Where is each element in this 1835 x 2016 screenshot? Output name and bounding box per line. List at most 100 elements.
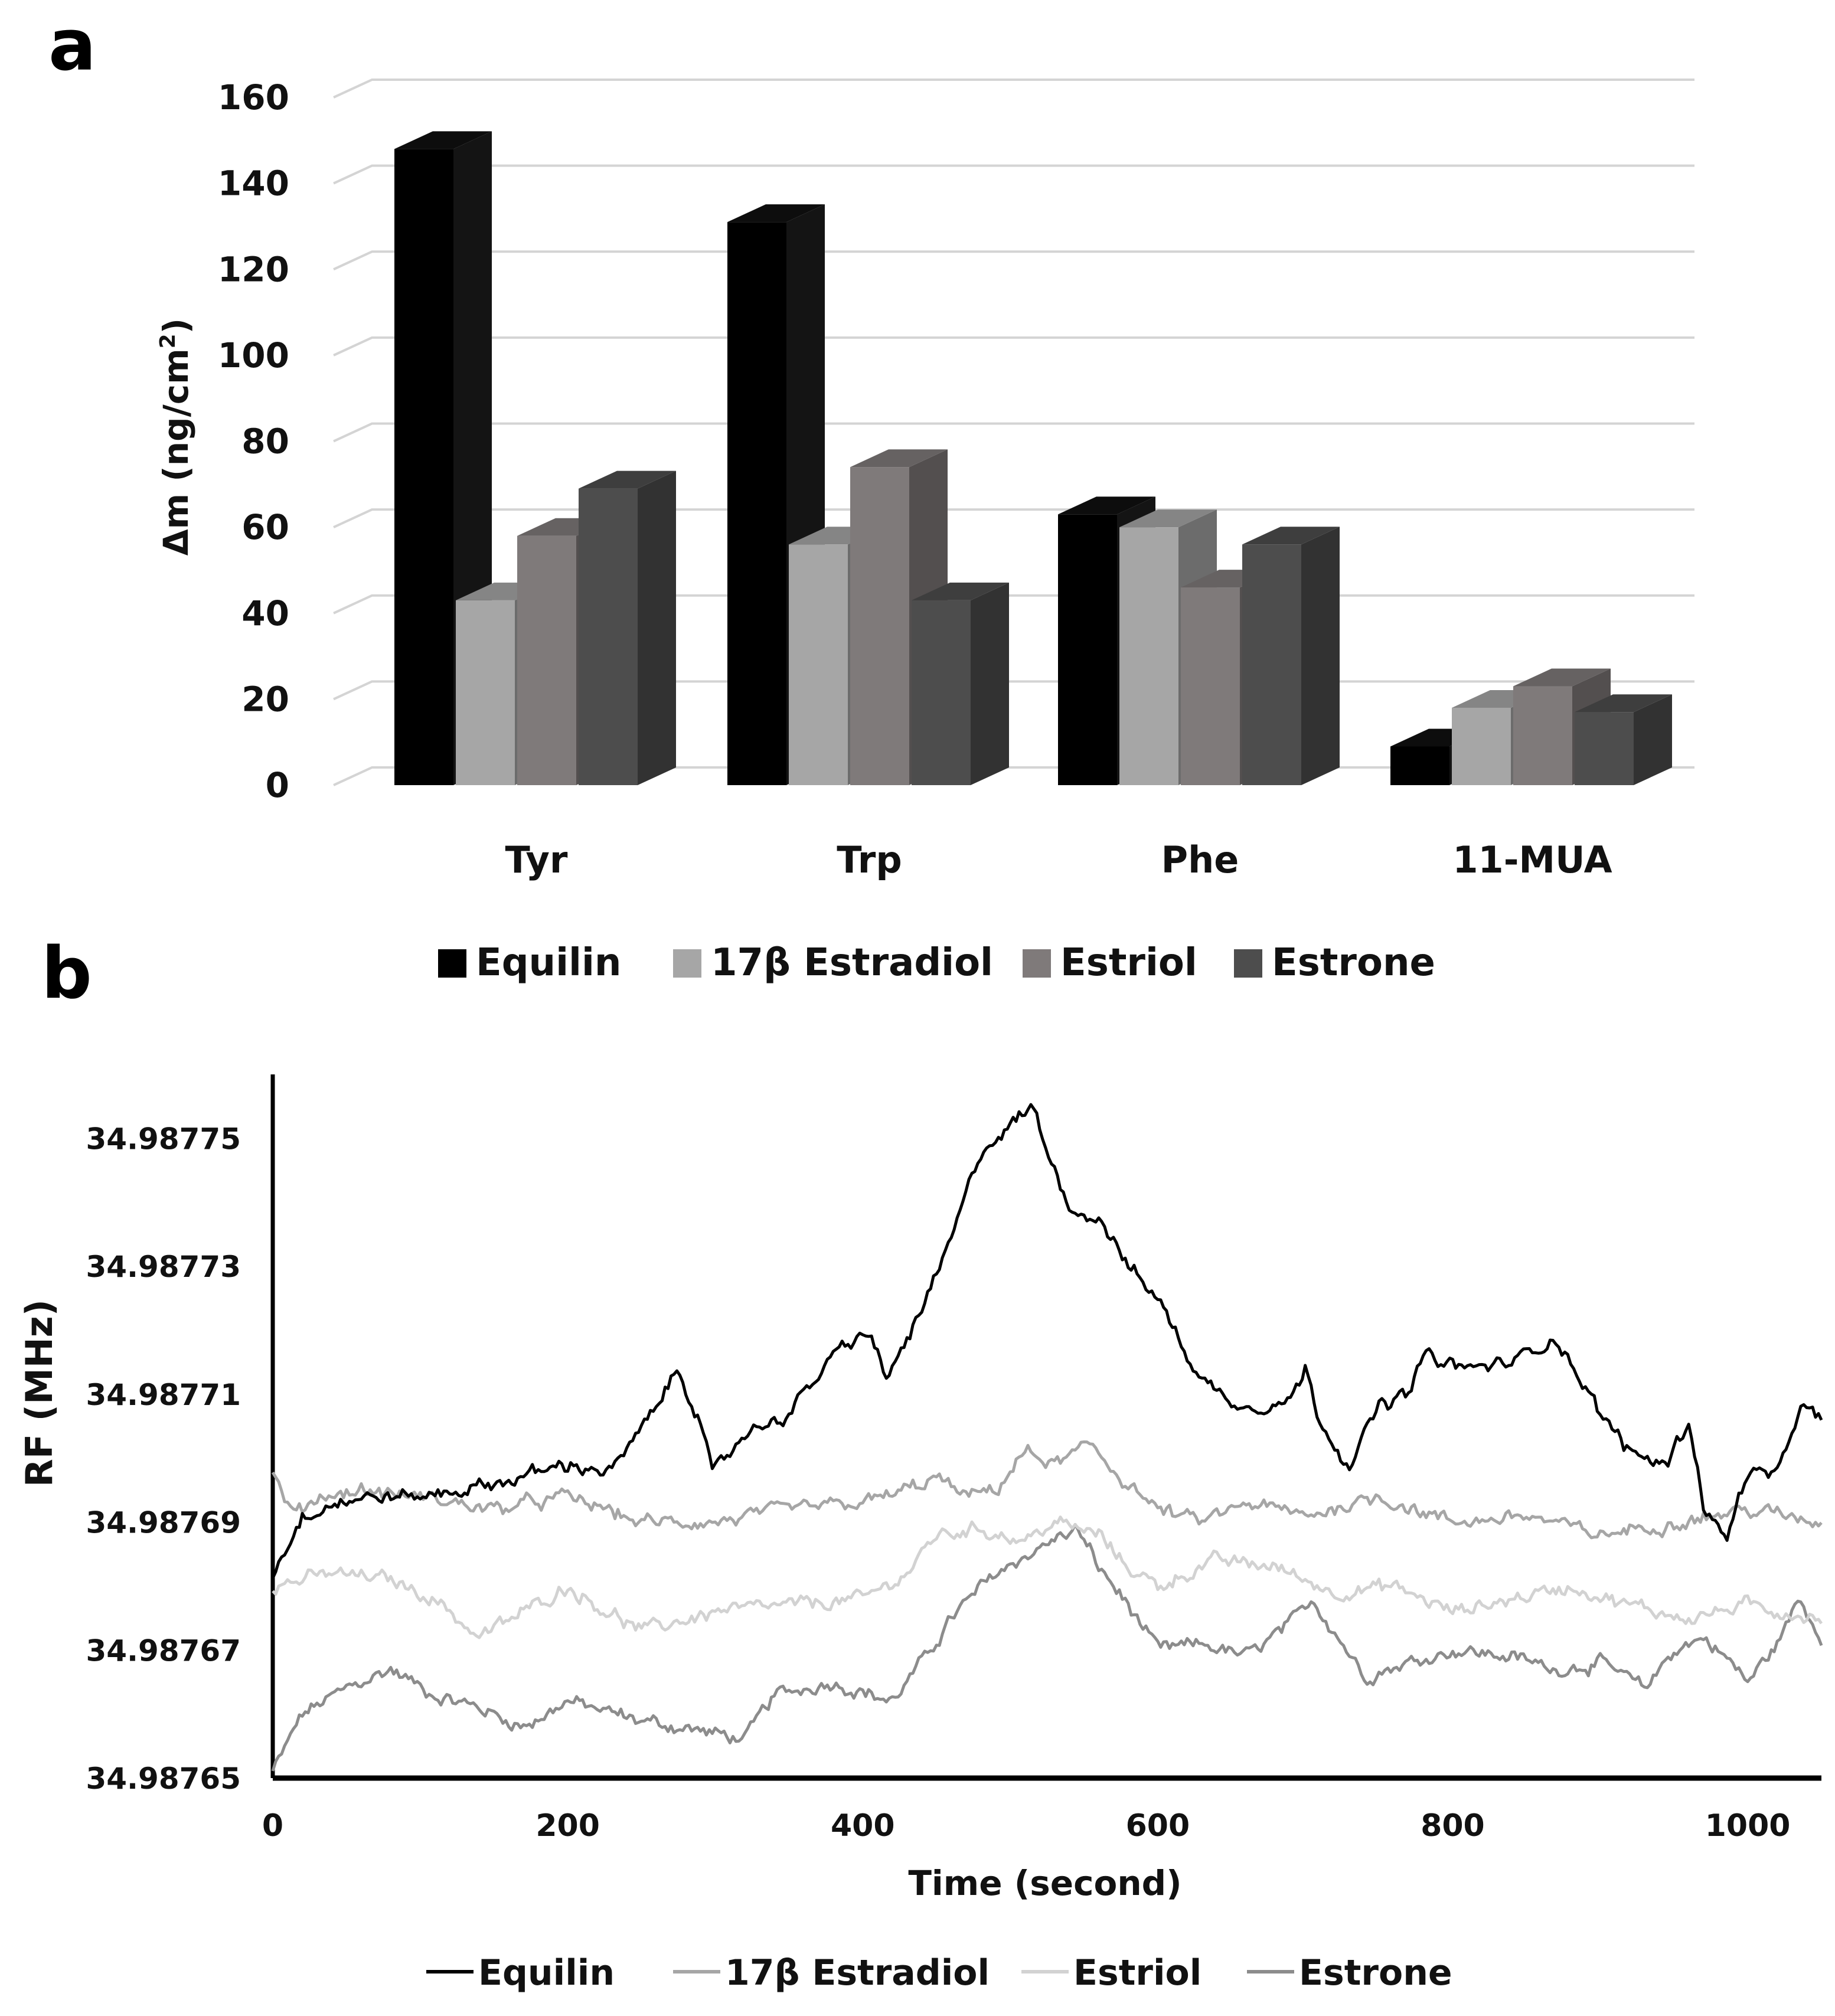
panel-b-y-axis-title: RF (MHz) — [18, 1299, 61, 1487]
y-tick-label: 34.98767 — [86, 1633, 241, 1668]
legend-swatch — [1234, 949, 1262, 978]
bar-side — [971, 582, 1009, 785]
panel-b-label: b — [41, 933, 92, 1015]
legend-label: Estriol — [1073, 1952, 1201, 1994]
bar-front — [1181, 587, 1240, 785]
bar-top — [1119, 509, 1217, 528]
gridline — [333, 422, 1694, 443]
y-tick-label: 40 — [241, 593, 289, 633]
series-line-estrone — [271, 1522, 1823, 1772]
bar-front — [1575, 712, 1634, 785]
bar-front — [1390, 746, 1449, 785]
category-label: Tyr — [505, 838, 568, 881]
gridline — [333, 336, 1694, 357]
bar-top — [1575, 694, 1672, 713]
panel-a-category-labels: Tyr Trp Phe 11-MUA — [505, 838, 1612, 881]
gridline — [333, 508, 1694, 528]
y-tick-label: 80 — [241, 422, 289, 462]
series-line-estriol — [272, 1515, 1823, 1639]
y-tick-label: 34.98775 — [86, 1122, 241, 1156]
legend-item: Estriol — [1021, 1952, 1201, 1994]
bar-top — [394, 131, 492, 149]
bar-front — [1242, 544, 1301, 785]
legend-item: Equilin — [438, 941, 621, 985]
bar-front — [727, 222, 786, 785]
panel-b-x-axis-title: Time (second) — [908, 1863, 1181, 1903]
x-tick-label: 1000 — [1705, 1808, 1791, 1844]
bar-top — [850, 449, 948, 468]
legend-swatch — [1023, 949, 1051, 978]
y-tick-label: 34.98769 — [86, 1506, 241, 1540]
bar-front — [1119, 527, 1178, 785]
y-tick-label: 120 — [218, 249, 289, 289]
bar-front — [789, 544, 848, 785]
x-tick-label: 600 — [1126, 1808, 1190, 1844]
x-tick-label: 0 — [262, 1808, 283, 1844]
gridline — [333, 79, 1694, 99]
y-tick-label: 140 — [218, 164, 289, 204]
panel-b-y-tick-labels: 34.98765 34.98767 34.98769 34.98771 34.98773… — [86, 1122, 241, 1796]
legend-item: Estrone — [1247, 1952, 1452, 1994]
legend-item: Equilin — [426, 1952, 615, 1994]
bar-front — [456, 600, 515, 785]
panel-a-bar-chart: 0 20 40 60 80 100 120 140 160 Δm (ng/cm2) Tyr Trp… — [156, 77, 1694, 985]
bar-top — [1242, 527, 1340, 545]
bar-top — [1058, 496, 1155, 515]
series-line-equilin — [271, 1103, 1823, 1579]
category-label: Phe — [1161, 838, 1239, 881]
gridline — [333, 250, 1694, 271]
legend-label: Estrone — [1272, 941, 1435, 985]
x-tick-label: 400 — [831, 1808, 895, 1844]
bar-top — [1513, 668, 1611, 687]
legend-item: 17β Estradiol — [673, 941, 993, 985]
category-label: 11-MUA — [1452, 838, 1612, 881]
x-tick-label: 200 — [536, 1808, 600, 1844]
legend-label: 17β Estradiol — [725, 1952, 990, 1994]
y-tick-label: 34.98765 — [86, 1762, 241, 1796]
bar-estrone-11-mua — [1575, 694, 1672, 785]
legend-label: 17β Estradiol — [711, 941, 993, 985]
panel-a-legend: Equilin 17β Estradiol Estriol Estrone — [438, 941, 1435, 985]
legend-label: Equilin — [476, 941, 621, 985]
legend-swatch — [438, 949, 466, 978]
panel-b-legend: Equilin 17β Estradiol Estriol Estrone — [426, 1952, 1452, 1994]
panel-b-axes — [270, 1074, 1821, 1781]
y-tick-label: 34.98773 — [86, 1250, 241, 1284]
panel-b-line-chart: 34.98765 34.98767 34.98769 34.98771 34.98773… — [18, 1074, 1823, 1994]
y-tick-label: 34.98771 — [86, 1378, 241, 1412]
bar-estrone-phe — [1242, 527, 1340, 785]
bar-estrone-tyr — [579, 470, 676, 785]
y-tick-label: 160 — [218, 77, 289, 117]
bar-front — [579, 488, 638, 785]
bar-front — [394, 149, 453, 785]
bar-front — [1513, 686, 1572, 785]
legend-item: 17β Estradiol — [673, 1952, 990, 1994]
bar-front — [517, 535, 576, 785]
legend-label: Estriol — [1060, 941, 1197, 985]
bar-front — [1452, 707, 1511, 785]
bar-top — [579, 470, 676, 489]
y-tick-label: 100 — [218, 335, 289, 375]
bar-top — [727, 204, 825, 223]
bar-front — [912, 600, 971, 785]
legend-label: Estrone — [1299, 1952, 1452, 1994]
y-tick-label: 20 — [241, 679, 289, 719]
x-tick-label: 800 — [1421, 1808, 1485, 1844]
legend-swatch — [673, 949, 701, 978]
bar-side — [638, 470, 676, 785]
bar-front — [850, 467, 909, 785]
legend-item: Estrone — [1234, 941, 1435, 985]
panel-a-label: a — [48, 5, 96, 87]
gridline — [333, 164, 1694, 185]
bar-front — [1058, 514, 1117, 785]
panel-a-y-tick-labels: 0 20 40 60 80 100 120 140 160 — [218, 77, 289, 805]
legend-item: Estriol — [1023, 941, 1197, 985]
category-label: Trp — [837, 838, 902, 881]
panel-a-gridlines — [333, 79, 1694, 786]
series-line-17β-estradiol — [271, 1440, 1823, 1540]
panel-a-bars — [394, 131, 1672, 785]
bar-side — [1634, 694, 1672, 785]
panel-b-x-tick-labels: 0 200 400 600 800 1000 — [262, 1808, 1791, 1844]
panel-b-series-lines — [271, 1103, 1823, 1772]
